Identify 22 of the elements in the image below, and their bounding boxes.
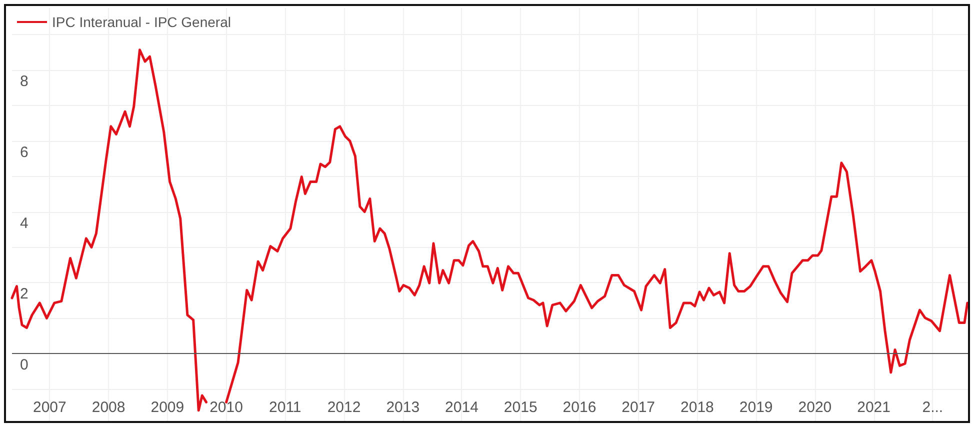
x-tick-label: 2008 xyxy=(92,399,126,416)
y-tick-label: 4 xyxy=(20,214,28,232)
y-tick-label: 0 xyxy=(20,356,28,374)
x-tick-label: 2021 xyxy=(857,399,890,416)
x-tick-label: 2010 xyxy=(210,399,243,416)
x-tick-label: 2015 xyxy=(504,399,538,416)
x-tick-label: 2009 xyxy=(150,399,184,416)
x-tick-label: 2017 xyxy=(622,399,656,416)
x-tick-label: 2007 xyxy=(32,399,66,416)
x-tick-label: 2018 xyxy=(680,399,714,416)
y-tick-label: 2 xyxy=(20,286,28,303)
x-tick-label: 2... xyxy=(922,399,944,416)
legend-label: IPC Interanual - IPC General xyxy=(52,14,231,30)
x-tick-label: 2014 xyxy=(445,399,478,416)
x-tick-label: 2016 xyxy=(562,399,596,416)
x-tick-label: 2011 xyxy=(269,399,302,416)
y-tick-label: 6 xyxy=(20,144,28,161)
x-tick-label: 2019 xyxy=(739,399,773,416)
x-tick-label: 2012 xyxy=(327,399,361,416)
y-tick-label: 8 xyxy=(20,73,28,90)
x-tick-label: 2020 xyxy=(798,399,832,416)
x-tick-label: 2013 xyxy=(386,399,420,416)
